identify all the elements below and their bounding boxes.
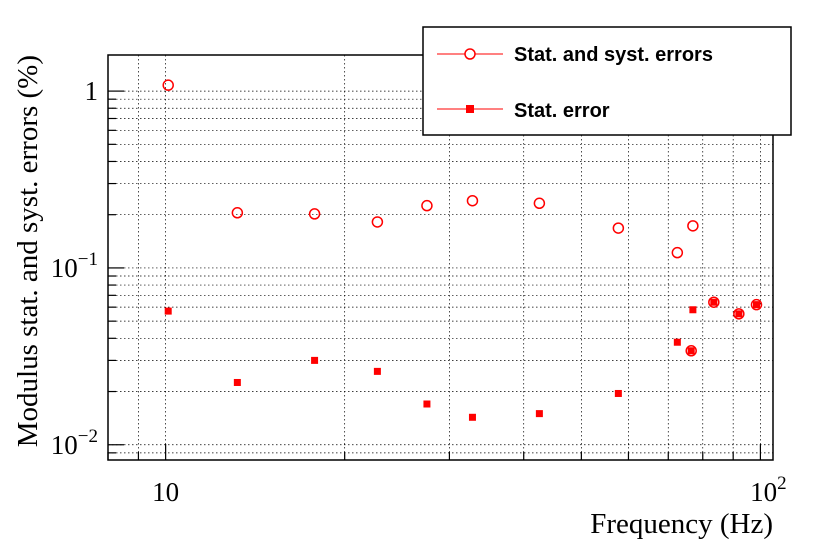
point-stat-syst [733, 308, 745, 320]
point-stat-syst [671, 246, 684, 259]
point-stat [423, 400, 431, 408]
point-stat-syst [685, 345, 697, 357]
legend-marker-stat [466, 105, 474, 113]
y-tick-label: 1 [85, 76, 99, 106]
point-stat [752, 301, 760, 309]
legend-label-stat-syst: Stat. and syst. errors [514, 44, 713, 66]
point-stat [233, 378, 241, 386]
point-stat-syst [687, 220, 699, 232]
point-stat [535, 410, 543, 418]
legend-marker-stat-syst [464, 48, 476, 60]
point-stat-syst [162, 79, 174, 91]
point-stat [468, 413, 476, 421]
point-stat-syst [308, 208, 321, 220]
axis-ticks [107, 90, 761, 460]
legend-label-stat: Stat. error [514, 100, 610, 122]
point-stat [164, 307, 172, 315]
point-stat [689, 306, 697, 314]
y-tick-label: 10−1 [51, 249, 98, 283]
point-stat-syst [231, 207, 244, 219]
point-stat-syst [612, 222, 625, 234]
point-stat-syst [708, 296, 720, 308]
point-stat [710, 298, 718, 306]
point-stat-syst [750, 298, 763, 311]
point-stat-syst [421, 199, 433, 212]
x-tick-labels: 10 102 [152, 473, 787, 507]
y-tick-labels: 1 10−1 10−2 [51, 76, 98, 460]
legend: Stat. and syst. errors Stat. error [422, 26, 792, 136]
point-stat-syst [466, 194, 479, 207]
legend-box [422, 26, 792, 136]
point-stat [673, 338, 681, 346]
point-stat [735, 310, 743, 318]
y-tick-label: 10−2 [51, 426, 98, 460]
point-stat-syst [533, 197, 546, 210]
point-stat [614, 389, 622, 397]
point-stat [373, 367, 381, 375]
y-axis-label: Modulus stat. and syst. errors (%) [12, 55, 44, 447]
x-tick-label: 10 [152, 477, 179, 507]
point-stat [687, 347, 695, 355]
data-points [162, 79, 763, 421]
point-stat [311, 356, 319, 364]
x-axis-label: Frequency (Hz) [590, 508, 773, 540]
x-tick-label: 102 [750, 473, 787, 507]
point-stat-syst [371, 216, 384, 228]
